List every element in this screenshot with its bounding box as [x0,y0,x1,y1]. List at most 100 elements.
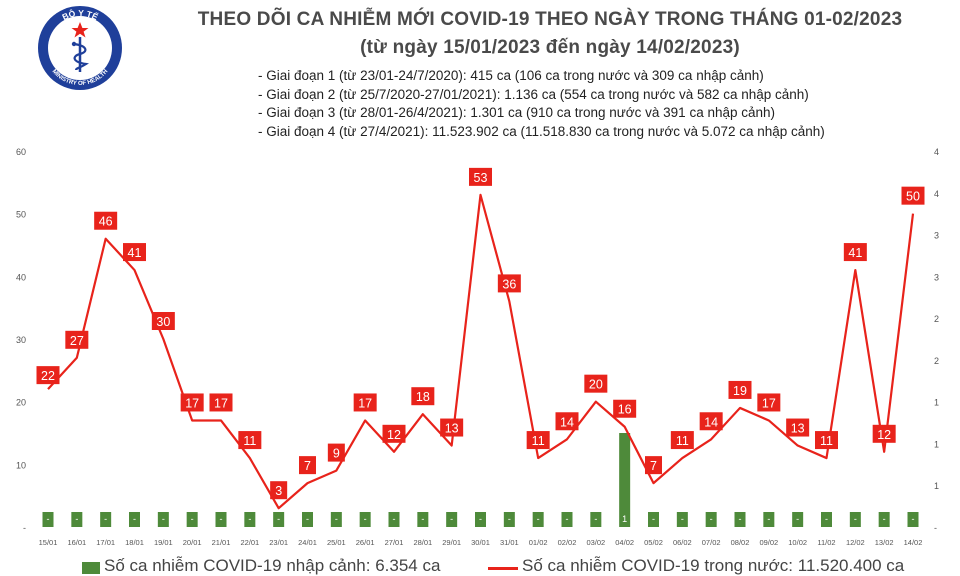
bar-25/01 [330,512,342,527]
bar-04/02 [619,433,631,527]
bar-label-21/01: - [220,514,223,524]
x-tick-label: 31/01 [500,538,519,547]
x-tick-label: 22/01 [240,538,259,547]
data-label-box-07/02 [699,412,723,431]
bar-label-31/01: - [508,514,511,524]
bar-24/01 [302,512,313,527]
data-label-02/02: 14 [560,415,574,429]
y-left-tick-label: 30 [16,335,26,345]
x-tick-label: 18/01 [125,538,144,547]
bar-label-26/01: - [364,514,367,524]
bar-label-12/02: - [854,514,857,524]
x-tick-label: 02/02 [558,538,577,547]
data-label-25/01: 9 [333,447,340,461]
y-right-tick-label: 3 [934,272,939,282]
data-label-box-14/02 [901,186,925,205]
x-tick-label: 17/01 [96,538,115,547]
data-label-box-03/02 [584,374,608,393]
data-label-31/01: 36 [502,277,516,291]
bar-05/02 [648,512,659,527]
note-phase-2: - Giai đoạn 2 (từ 25/7/2020-27/01/2021):… [258,86,809,102]
data-label-box-25/01 [327,443,345,462]
y-right-tick-label: 2 [934,314,939,324]
chart-title: THEO DÕI CA NHIỄM MỚI COVID-19 THEO NGÀY… [197,9,903,30]
data-label-06/02: 11 [676,434,689,448]
data-label-30/01: 53 [474,171,488,185]
x-tick-label: 12/02 [846,538,865,547]
bar-label-04/02: 1 [622,514,627,524]
data-label-20/01: 17 [185,396,199,410]
data-label-17/01: 46 [99,215,113,229]
data-label-box-15/01 [36,366,60,385]
bar-label-15/01: - [47,514,50,524]
data-label-23/01: 3 [275,484,282,498]
bar-28/01 [417,512,429,527]
data-label-19/01: 30 [156,315,170,329]
y-left-tick-label: 10 [16,460,26,470]
x-tick-label: 01/02 [529,538,548,547]
data-label-12/02: 41 [848,246,862,260]
y-right-tick-label: - [934,523,937,533]
data-label-box-18/01 [123,243,146,262]
data-label-21/01: 17 [214,396,228,410]
star-icon [71,22,89,38]
y-right-tick-label: 4 [934,147,939,157]
bar-10/02 [792,512,804,527]
y-right-tick-label: 2 [934,356,939,366]
x-tick-label: 19/01 [154,538,173,547]
bar-label-16/01: - [75,514,78,524]
period-notes: - Giai đoạn 1 (từ 23/01-24/7/2020): 415 … [258,67,825,141]
bar-label-23/01: - [277,514,280,524]
y-right-tick-label: 1 [934,398,939,408]
x-tick-label: 05/02 [644,538,663,547]
caduceus-snake-icon [73,42,90,71]
bar-08/02 [734,512,746,527]
bar-18/01 [129,512,140,527]
x-tick-label: 14/02 [904,538,923,547]
series-line-domestic [47,193,915,510]
data-label-28/01: 18 [416,390,430,404]
bar-label-14/02: - [912,514,915,524]
data-label-box-27/01 [382,424,406,443]
bar-27/01 [388,512,400,527]
y-left-tick-label: 40 [16,272,26,282]
data-label-box-02/02 [555,412,579,431]
bar-16/01 [71,512,83,527]
y-left-tick-label: - [23,523,26,533]
bar-label-07/02: - [710,514,713,524]
y-left-tick-label: 50 [16,210,26,220]
data-label-box-11/02 [815,431,838,450]
y-right-tick-label: 3 [934,231,939,241]
bar-label-11/02: - [825,514,828,524]
bar-23/01 [273,512,285,527]
data-label-29/01: 13 [445,422,459,436]
bar-label-27/01: - [393,514,396,524]
x-tick-label: 28/01 [413,538,432,547]
bar-label-18/01: - [133,514,136,524]
data-label-box-26/01 [353,393,377,412]
data-label-18/01: 41 [128,246,142,260]
data-label-box-16/01 [65,330,89,349]
y-right-tick-label: 1 [934,481,939,491]
x-tick-label: 15/01 [39,538,58,547]
data-label-box-28/01 [411,387,435,406]
data-label-11/02: 11 [820,434,833,448]
bar-label-19/01: - [162,514,165,524]
x-tick-label: 08/02 [731,538,750,547]
ministry-of-health-logo: BỘ Y TẾ MINISTRY OF HEALTH [38,6,122,90]
data-label-01/02: 11 [532,434,545,448]
x-tick-label: 23/01 [269,538,288,547]
bar-label-25/01: - [335,514,338,524]
bar-22/01 [244,512,256,527]
note-phase-3: - Giai đoạn 3 (từ 28/01-26/4/2021): 1.30… [258,105,776,120]
x-tick-label: 26/01 [356,538,375,547]
x-tick-label: 13/02 [875,538,894,547]
x-tick-label: 16/01 [67,538,86,547]
x-tick-label: 29/01 [442,538,461,547]
bar-label-13/02: - [883,514,886,524]
bar-30/01 [475,512,486,527]
svg-text:BỘ Y TẾ: BỘ Y TẾ [60,7,99,22]
data-label-15/01: 22 [41,369,55,383]
bar-label-05/02: - [652,514,655,524]
x-tick-label: 03/02 [586,538,605,547]
